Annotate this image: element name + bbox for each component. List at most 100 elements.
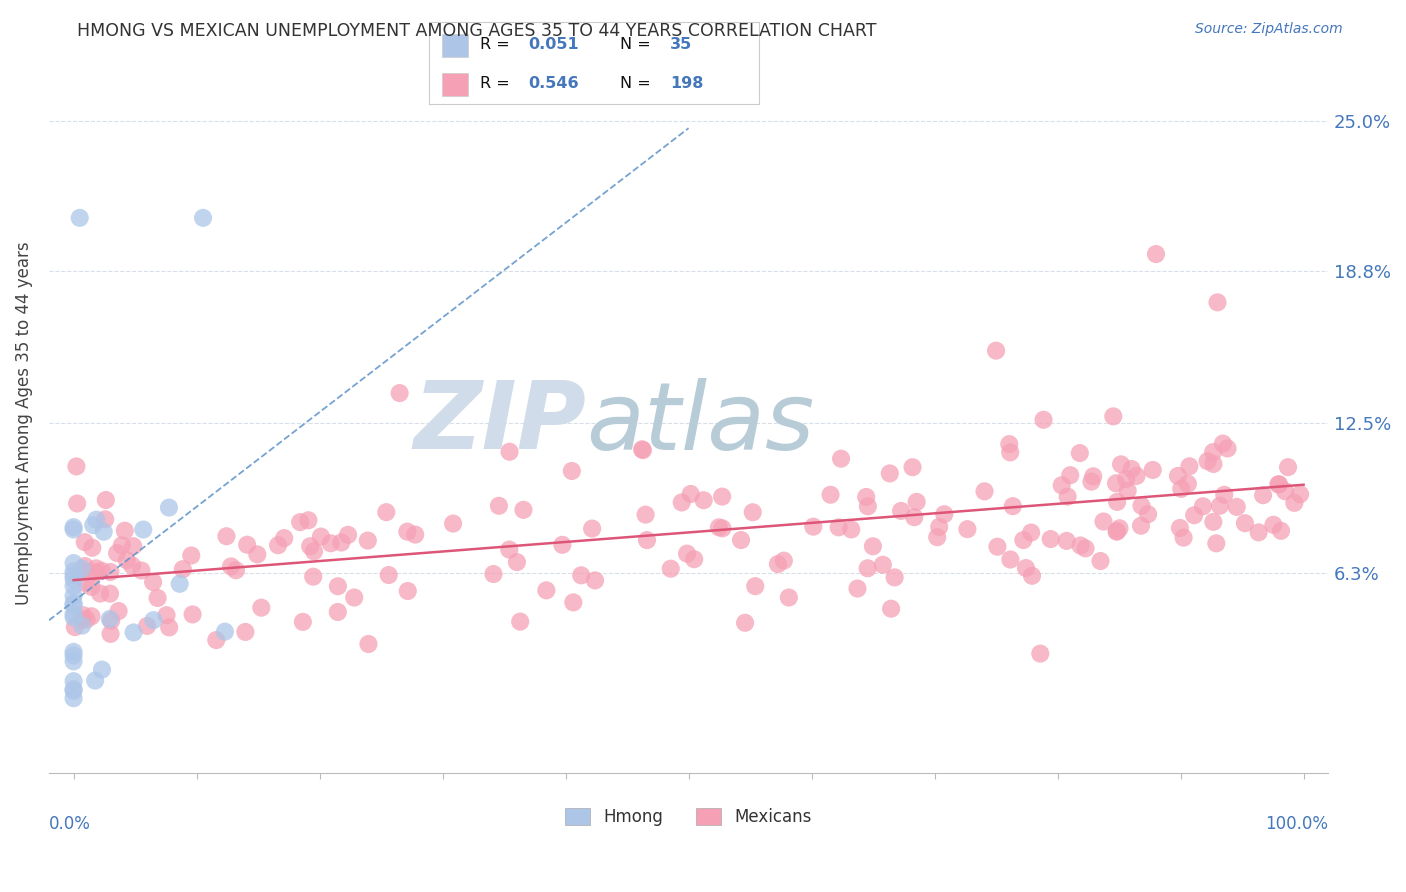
Point — [136, 619, 159, 633]
Point — [634, 508, 657, 522]
Point — [357, 637, 380, 651]
Point — [1083, 469, 1105, 483]
Point — [855, 490, 877, 504]
Point — [343, 591, 366, 605]
Point — [1109, 458, 1132, 472]
Point — [115, 553, 138, 567]
Point — [659, 562, 682, 576]
Point — [730, 533, 752, 547]
Point — [62, 565, 84, 579]
Point — [1247, 525, 1270, 540]
Point — [214, 624, 236, 639]
Point — [1056, 533, 1078, 548]
Point — [89, 586, 111, 600]
Point — [1270, 524, 1292, 538]
Point — [901, 460, 924, 475]
Point — [72, 608, 94, 623]
Point — [1216, 442, 1239, 456]
Point — [1125, 469, 1147, 483]
Point — [63, 620, 86, 634]
Point — [62, 682, 84, 697]
Point — [396, 584, 419, 599]
Point — [636, 533, 658, 547]
Point — [65, 459, 87, 474]
Point — [291, 615, 314, 629]
Point — [82, 518, 104, 533]
Point — [984, 343, 1007, 358]
Point — [1144, 247, 1167, 261]
Point — [93, 524, 115, 539]
Point — [62, 579, 84, 593]
Point — [205, 633, 228, 648]
Point — [1102, 409, 1125, 424]
Point — [84, 561, 107, 575]
Point — [62, 610, 84, 624]
Point — [357, 533, 380, 548]
Text: 0.051: 0.051 — [529, 37, 579, 52]
Point — [157, 620, 180, 634]
Point — [146, 591, 169, 605]
Legend: Hmong, Mexicans: Hmong, Mexicans — [558, 801, 818, 833]
Point — [683, 552, 706, 566]
Point — [388, 386, 411, 401]
Point — [302, 570, 325, 584]
Point — [766, 557, 789, 571]
Point — [676, 547, 699, 561]
Point — [820, 488, 842, 502]
Point — [72, 565, 94, 579]
Point — [1015, 561, 1038, 575]
Point — [536, 583, 558, 598]
Point — [846, 582, 869, 596]
Point — [956, 522, 979, 536]
Point — [744, 579, 766, 593]
Point — [62, 523, 84, 537]
Point — [299, 539, 322, 553]
Point — [330, 535, 353, 549]
Point — [1213, 488, 1236, 502]
Point — [70, 562, 93, 576]
Y-axis label: Unemployment Among Ages 35 to 44 years: Unemployment Among Ages 35 to 44 years — [15, 241, 32, 605]
Text: Source: ZipAtlas.com: Source: ZipAtlas.com — [1195, 22, 1343, 37]
Point — [80, 609, 103, 624]
Point — [1107, 495, 1129, 509]
Point — [375, 505, 398, 519]
Point — [157, 500, 180, 515]
Point — [98, 587, 121, 601]
Point — [1277, 460, 1299, 475]
Point — [1178, 459, 1201, 474]
Point — [62, 568, 84, 582]
Point — [1209, 499, 1232, 513]
Point — [1267, 477, 1289, 491]
Point — [273, 531, 295, 545]
Point — [509, 615, 531, 629]
FancyBboxPatch shape — [441, 34, 468, 57]
Point — [482, 567, 505, 582]
Point — [1263, 517, 1285, 532]
Point — [1105, 476, 1128, 491]
Point — [73, 559, 96, 574]
Point — [488, 499, 510, 513]
Point — [319, 536, 342, 550]
Point — [62, 572, 84, 586]
Point — [711, 490, 734, 504]
Text: R =: R = — [479, 76, 510, 90]
Point — [114, 524, 136, 538]
Point — [191, 211, 214, 225]
Point — [235, 624, 257, 639]
Point — [827, 520, 849, 534]
Point — [561, 464, 583, 478]
Point — [551, 538, 574, 552]
Point — [581, 522, 603, 536]
Point — [91, 663, 114, 677]
Point — [84, 673, 107, 688]
Point — [1130, 499, 1153, 513]
Point — [297, 513, 319, 527]
Text: N =: N = — [620, 37, 651, 52]
Point — [856, 561, 879, 575]
Point — [82, 541, 104, 555]
Point — [506, 555, 529, 569]
Point — [1000, 445, 1022, 459]
Point — [1121, 462, 1143, 476]
Point — [66, 496, 89, 510]
Point — [326, 579, 349, 593]
